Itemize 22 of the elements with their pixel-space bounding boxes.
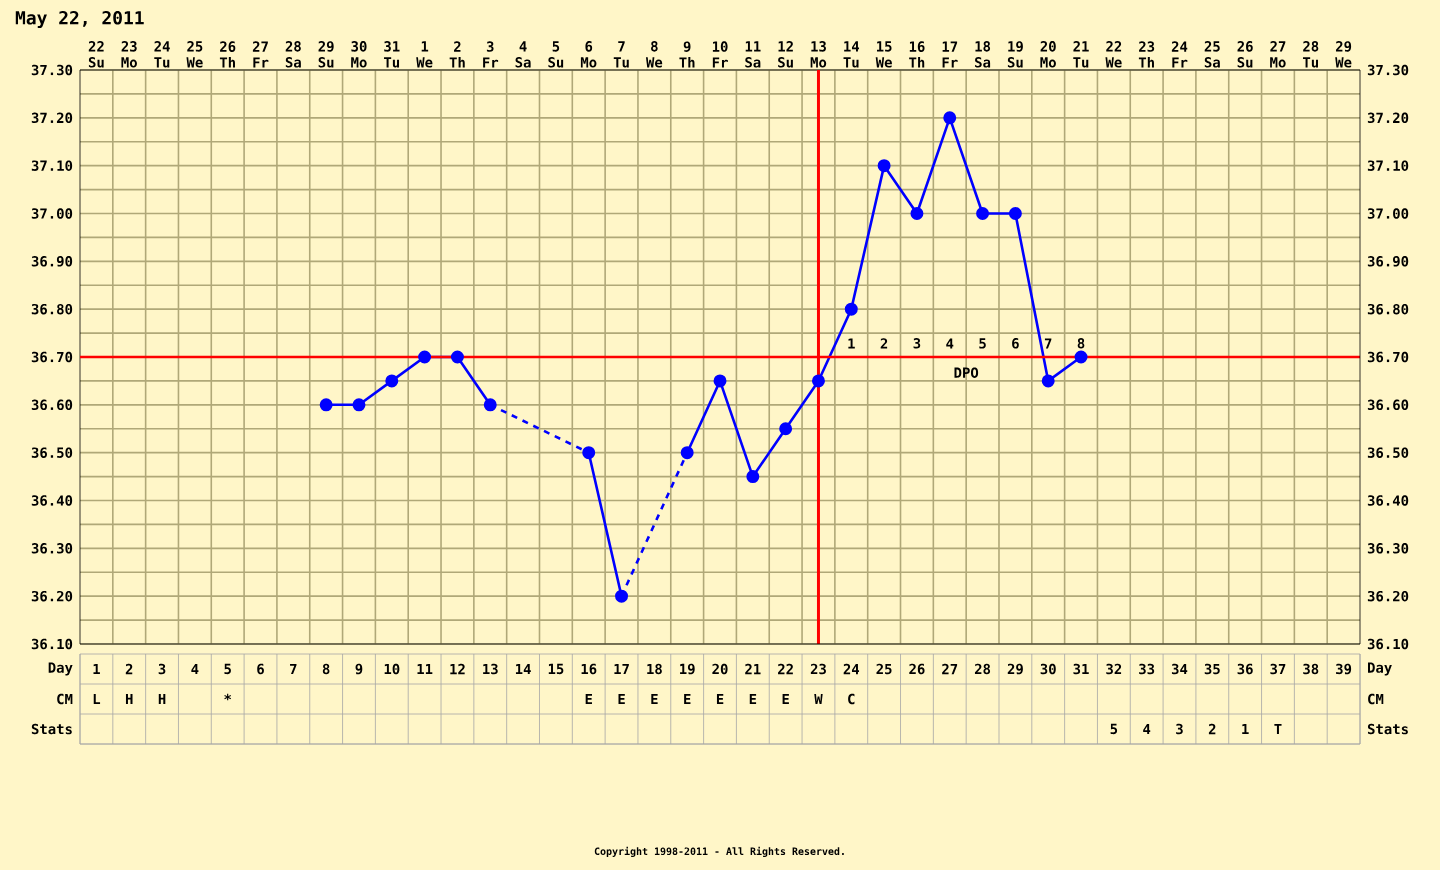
point bbox=[877, 159, 891, 173]
point bbox=[746, 470, 760, 484]
point bbox=[1041, 374, 1055, 388]
point bbox=[352, 398, 366, 412]
point bbox=[385, 374, 399, 388]
point bbox=[483, 398, 497, 412]
point bbox=[615, 589, 629, 603]
point bbox=[1074, 350, 1088, 364]
point bbox=[943, 111, 957, 125]
point bbox=[450, 350, 464, 364]
point bbox=[976, 207, 990, 220]
point bbox=[680, 446, 694, 460]
point bbox=[910, 207, 924, 220]
point bbox=[582, 446, 596, 460]
chart-title: May 22, 2011 bbox=[15, 11, 144, 29]
point bbox=[418, 350, 432, 364]
point bbox=[319, 398, 333, 412]
point bbox=[1008, 207, 1022, 220]
point bbox=[844, 302, 858, 316]
point bbox=[779, 422, 793, 436]
point bbox=[713, 374, 727, 388]
point bbox=[811, 374, 825, 388]
